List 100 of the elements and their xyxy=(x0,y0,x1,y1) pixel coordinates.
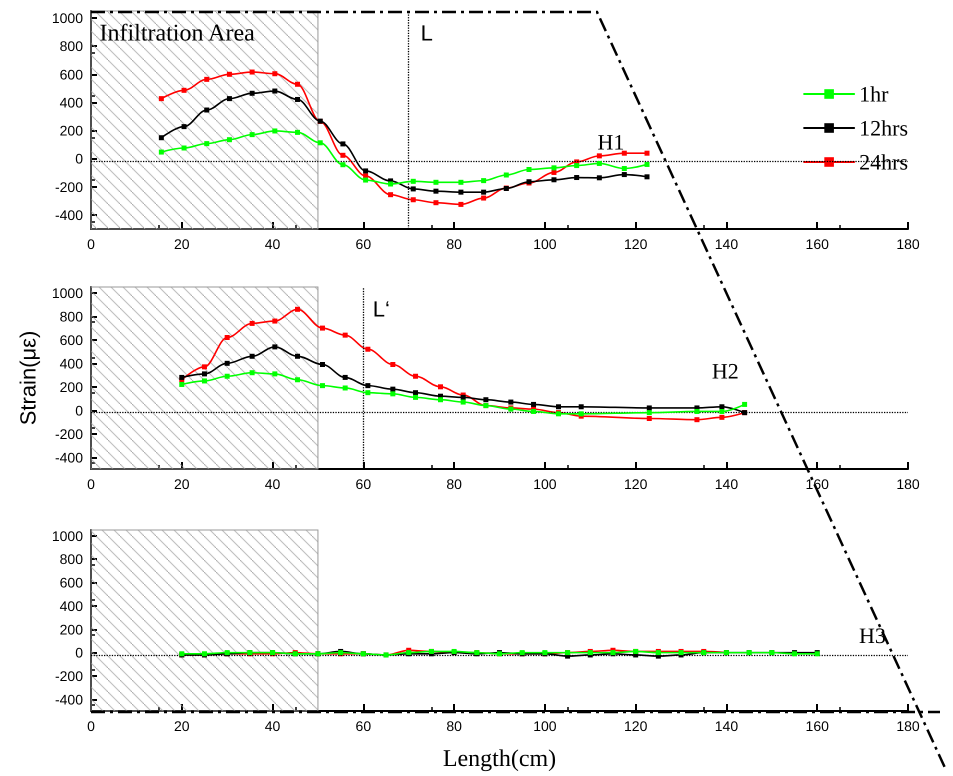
point xyxy=(272,71,278,76)
point xyxy=(295,354,300,359)
point xyxy=(295,377,300,382)
point xyxy=(646,416,652,422)
point xyxy=(694,417,700,422)
point xyxy=(742,402,748,407)
point xyxy=(202,371,207,376)
point xyxy=(719,414,724,420)
y-tick-label: -400 xyxy=(54,691,84,708)
point xyxy=(340,141,346,146)
point xyxy=(646,410,652,416)
point xyxy=(458,202,464,207)
annotation: H2 xyxy=(712,358,739,384)
point xyxy=(646,405,652,410)
point xyxy=(272,128,278,134)
x-tick-label: 120 xyxy=(624,476,648,492)
point xyxy=(272,88,278,94)
point xyxy=(224,374,230,379)
x-tick-label: 0 xyxy=(87,236,96,252)
y-tick-label: 0 xyxy=(75,402,84,418)
point xyxy=(483,397,488,402)
ref-line-label: L xyxy=(420,20,433,46)
point xyxy=(458,180,464,185)
point xyxy=(320,383,325,388)
band-label: Infiltration Area xyxy=(100,20,256,46)
x-tick-label: 140 xyxy=(714,476,738,492)
x-tick-label: 100 xyxy=(533,476,557,492)
point xyxy=(410,186,416,192)
x-tick-label: 160 xyxy=(806,236,830,252)
point xyxy=(318,140,323,146)
x-tick-label: 60 xyxy=(356,236,372,252)
x-tick-label: 40 xyxy=(264,718,281,734)
point xyxy=(504,172,509,178)
x-tick-label: 40 xyxy=(264,476,281,492)
point xyxy=(295,306,300,312)
y-tick-label: 400 xyxy=(60,598,84,614)
x-tick-label: 180 xyxy=(896,476,920,492)
y-tick-label: 200 xyxy=(60,621,84,638)
point xyxy=(226,137,232,142)
point xyxy=(458,190,464,195)
point xyxy=(182,88,187,93)
point xyxy=(508,400,514,405)
point xyxy=(182,145,187,150)
x-axis-title: Length(cm) xyxy=(442,746,556,772)
x-tick-label: 60 xyxy=(356,476,372,492)
x-tick-label: 40 xyxy=(264,236,281,252)
y-tick-label: 600 xyxy=(60,332,84,348)
point xyxy=(622,150,627,156)
x-tick-label: 180 xyxy=(896,718,920,734)
y-tick-label: -400 xyxy=(54,449,84,466)
point xyxy=(481,190,486,195)
y-tick-label: -400 xyxy=(54,206,84,223)
x-tick-label: 0 xyxy=(87,476,96,492)
x-tick-label: 80 xyxy=(446,718,462,734)
point xyxy=(531,402,536,407)
x-tick-label: 20 xyxy=(174,236,190,252)
point xyxy=(574,163,580,168)
point xyxy=(388,181,394,186)
ref-line-label: L‘ xyxy=(372,296,390,322)
point xyxy=(719,404,724,410)
point xyxy=(272,371,278,376)
point xyxy=(295,82,300,87)
point xyxy=(342,332,348,338)
point xyxy=(410,197,416,202)
point xyxy=(596,153,602,158)
point xyxy=(410,178,416,184)
point xyxy=(158,150,164,155)
y-tick-label: 800 xyxy=(60,38,84,54)
point xyxy=(438,384,443,390)
point xyxy=(202,364,207,370)
point xyxy=(182,124,187,130)
point xyxy=(226,72,232,77)
y-tick-label: 0 xyxy=(75,644,84,661)
x-tick-label: 80 xyxy=(446,476,462,492)
point xyxy=(250,320,255,326)
point xyxy=(320,362,325,367)
y-tick-label: 800 xyxy=(60,551,84,568)
y-tick-label: 0 xyxy=(75,150,84,167)
x-tick-label: 0 xyxy=(87,718,96,734)
point xyxy=(551,165,556,170)
x-tick-label: 20 xyxy=(174,476,190,492)
point xyxy=(719,408,724,414)
y-tick-label: 600 xyxy=(60,574,84,591)
point xyxy=(250,90,255,96)
x-tick-label: 140 xyxy=(714,236,738,252)
y-tick-label: 200 xyxy=(60,122,84,139)
point xyxy=(644,162,650,167)
point xyxy=(578,411,584,416)
point xyxy=(365,390,370,396)
point xyxy=(272,344,278,350)
point xyxy=(295,130,300,135)
y-tick-label: 400 xyxy=(60,355,84,372)
x-tick-label: 120 xyxy=(624,718,648,734)
y-tick-label: 200 xyxy=(60,378,84,395)
y-tick-label: 1000 xyxy=(52,528,84,544)
y-tick-label: 600 xyxy=(60,66,84,82)
point xyxy=(158,135,164,140)
point xyxy=(224,334,230,340)
y-axis-title: Strain(με) xyxy=(16,330,40,426)
point xyxy=(526,167,532,172)
